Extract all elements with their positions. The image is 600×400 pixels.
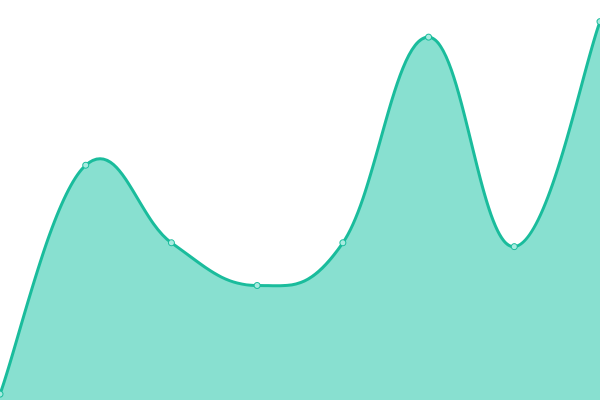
data-point-1 bbox=[82, 161, 90, 169]
data-point-5 bbox=[425, 33, 433, 41]
data-point-6 bbox=[510, 243, 518, 251]
data-point-3 bbox=[253, 281, 261, 289]
data-point-7 bbox=[596, 18, 600, 26]
data-point-4 bbox=[339, 239, 347, 247]
data-point-0 bbox=[0, 390, 4, 398]
data-markers bbox=[0, 18, 600, 398]
area-fill bbox=[0, 21, 600, 400]
data-point-2 bbox=[167, 239, 175, 247]
